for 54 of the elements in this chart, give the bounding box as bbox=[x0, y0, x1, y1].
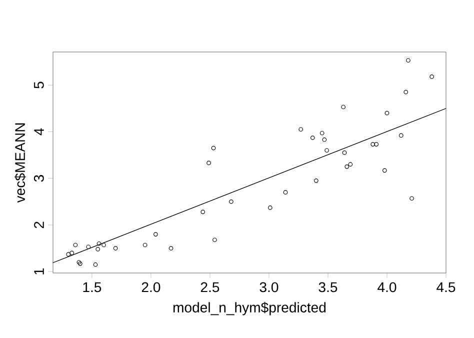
point bbox=[70, 250, 74, 256]
point bbox=[212, 238, 217, 242]
point bbox=[324, 148, 329, 153]
point bbox=[348, 162, 353, 167]
y-tick-label: 1 bbox=[34, 268, 44, 274]
x-tick-label: 3.0 bbox=[260, 282, 278, 292]
point bbox=[154, 232, 158, 236]
point bbox=[320, 130, 324, 136]
x-tick-label: 4.0 bbox=[378, 282, 396, 292]
point bbox=[211, 146, 216, 150]
x-axis-title: model_n_hym$predicted bbox=[173, 302, 326, 316]
point bbox=[404, 90, 408, 94]
point bbox=[341, 104, 346, 110]
point bbox=[430, 74, 434, 79]
point bbox=[78, 261, 82, 266]
y-tick-label: 3 bbox=[34, 175, 44, 182]
point bbox=[374, 142, 379, 146]
point bbox=[76, 260, 82, 264]
point bbox=[283, 190, 288, 194]
point bbox=[322, 137, 327, 142]
point bbox=[268, 206, 272, 210]
point bbox=[382, 168, 387, 173]
point bbox=[384, 110, 390, 116]
x-tick-label: 4.5 bbox=[436, 282, 456, 292]
point bbox=[229, 199, 234, 204]
point bbox=[102, 242, 106, 248]
point bbox=[113, 246, 118, 250]
y-axis-title: vec$MEANN bbox=[14, 123, 26, 203]
point bbox=[410, 196, 414, 201]
x-tick-label: 3.5 bbox=[318, 282, 338, 292]
point bbox=[86, 244, 91, 250]
point bbox=[168, 246, 174, 250]
point bbox=[96, 247, 100, 252]
y-tick-label: 4 bbox=[34, 128, 44, 136]
point bbox=[370, 142, 375, 146]
x-tick-label: 2.5 bbox=[200, 282, 220, 292]
point bbox=[206, 160, 211, 166]
point bbox=[73, 242, 78, 248]
point bbox=[298, 127, 304, 132]
point bbox=[96, 241, 102, 246]
point bbox=[93, 262, 98, 267]
point bbox=[344, 164, 350, 169]
x-tick-label: 2.0 bbox=[142, 282, 160, 292]
point bbox=[200, 210, 206, 214]
point bbox=[342, 150, 347, 155]
y-tick-label: 5 bbox=[34, 82, 44, 88]
x-tick-label: 1.5 bbox=[83, 282, 102, 292]
point bbox=[66, 252, 71, 257]
y-tick-label: 2 bbox=[34, 222, 44, 228]
point bbox=[142, 242, 148, 248]
point bbox=[406, 58, 410, 63]
point bbox=[398, 133, 404, 138]
point bbox=[310, 136, 315, 140]
point bbox=[314, 178, 318, 183]
